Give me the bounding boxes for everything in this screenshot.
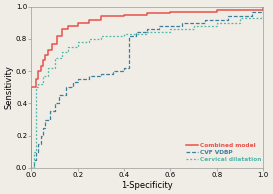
X-axis label: 1-Specificity: 1-Specificity (121, 181, 173, 190)
Legend: Combined model, CVF VDBP, Cervical dilatation: Combined model, CVF VDBP, Cervical dilat… (185, 142, 263, 163)
Y-axis label: Sensitivity: Sensitivity (4, 65, 13, 109)
